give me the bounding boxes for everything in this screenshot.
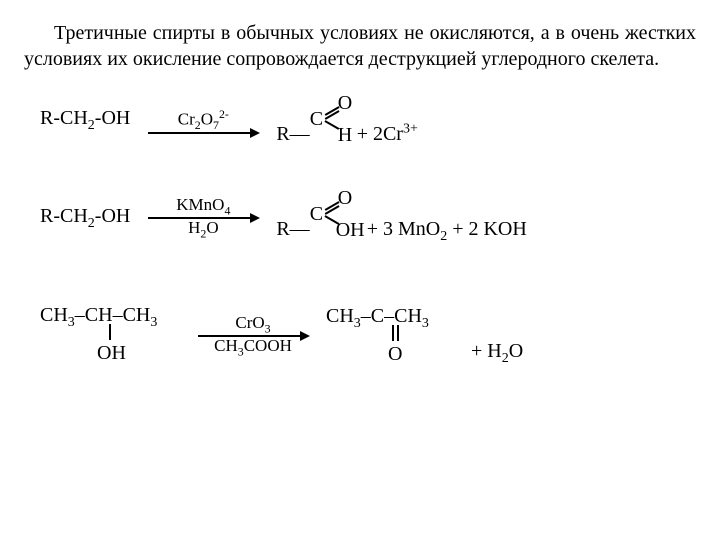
reaction-1-reactant-text: R-CH (40, 107, 88, 129)
reaction-3-product-chain: CH3–C–CH3 (326, 303, 429, 333)
reaction-3-reagent-below: CH3COOH (214, 335, 292, 360)
reaction-1: R-CH2-OH Cr2O72- R— C O H + 2Cr3+ (40, 94, 696, 147)
reaction-3-reactant-chain: CH3–CH–CH3 (40, 302, 157, 332)
reaction-1-product-suffix: + 2Cr3+ (352, 123, 418, 145)
reaction-1-reactant: R-CH2-OH (40, 105, 130, 135)
reaction-3-product-o: O (388, 341, 402, 367)
reaction-3-reagent-above: CrO3 (235, 312, 270, 337)
reaction-3-reactant: CH3–CH–CH3 OH (40, 302, 180, 369)
reaction-3: CH3–CH–CH3 OH CrO3 CH3COOH CH3–C–CH3 O +… (40, 302, 696, 369)
reaction-2-product-suffix: + 3 MnO2 + 2 KOH (362, 218, 527, 240)
main-paragraph: Третичные спирты в обычных условиях не о… (24, 20, 696, 72)
reaction-1-arrow: Cr2O72- (148, 107, 258, 134)
reaction-1-reactant-sub: 2 (88, 118, 95, 133)
reaction-1-o: O (338, 90, 352, 116)
reaction-1-h: H (338, 122, 352, 148)
reaction-2-reagent-below: H2O (188, 217, 219, 242)
reactions-container: R-CH2-OH Cr2O72- R— C O H + 2Cr3+ R-CH2-… (24, 94, 696, 369)
reaction-2-oh: OH (336, 217, 365, 243)
reaction-2-reactant-sub: 2 (88, 216, 95, 231)
reaction-3-product: CH3–C–CH3 O + H2O (326, 303, 523, 368)
reaction-2-c: C (310, 201, 323, 227)
reaction-3-reactant-oh: OH (97, 340, 126, 366)
reaction-2-product-prefix: R— (276, 218, 309, 240)
reaction-2-reactant-text: R-CH (40, 205, 88, 227)
reaction-2-product: R— C O OH + 3 MnO2 + 2 KOH (276, 189, 526, 246)
reaction-3-product-suffix: + H2O (466, 340, 523, 362)
isopropanol-structure: CH3–CH–CH3 OH (40, 302, 180, 362)
reaction-2-o: O (338, 185, 352, 211)
reaction-2-reactant-rest: -OH (95, 205, 131, 227)
reaction-1-reagent-above: Cr2O72- (178, 107, 229, 134)
reaction-2-reactant: R-CH2-OH (40, 203, 130, 233)
cooh-group: C O OH (310, 189, 362, 235)
reaction-2: R-CH2-OH KMnO4 H2O R— C O OH + 3 MnO2 + … (40, 189, 696, 246)
aldehyde-group: C O H (310, 94, 352, 140)
reaction-2-reagent-above: KMnO4 (176, 194, 230, 219)
reaction-1-product: R— C O H + 2Cr3+ (276, 94, 418, 147)
reaction-1-product-prefix: R— (276, 123, 309, 145)
reaction-1-reactant-rest: -OH (95, 107, 131, 129)
reaction-1-c: C (310, 106, 323, 132)
reaction-2-arrow: KMnO4 H2O (148, 194, 258, 242)
acetone-structure: CH3–C–CH3 O (326, 303, 466, 357)
reaction-3-arrow: CrO3 CH3COOH (198, 312, 308, 360)
